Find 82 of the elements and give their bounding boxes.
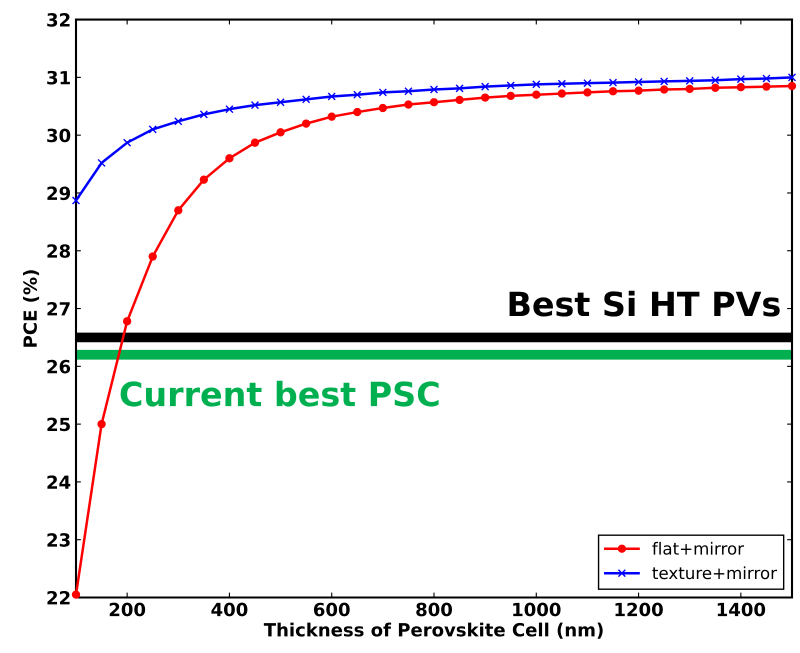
point [634,86,643,95]
y-tick-label: 27 [47,302,70,316]
point [225,154,234,162]
point [200,110,208,119]
point [506,92,515,100]
point [660,85,668,94]
point [455,96,464,104]
point [122,138,132,147]
x-tick-label: 1400 [718,602,766,616]
point [608,87,618,96]
y-tick-label: 26 [47,360,70,374]
point [328,92,336,101]
point [711,84,720,92]
y-tick-label: 28 [47,244,70,258]
point [506,81,515,90]
point [762,74,771,83]
point [378,88,388,97]
y-tick-label: 25 [47,418,70,432]
y-tick-label: 32 [47,13,70,27]
point [686,76,694,86]
point [430,85,438,94]
point [225,105,234,114]
point [250,100,260,110]
point [532,90,540,99]
point [174,206,182,214]
legend-label: texture+mirror [652,566,777,580]
point [97,158,106,168]
y-tick-label: 29 [47,186,70,200]
point [404,87,413,96]
point [480,93,490,102]
point [378,104,388,112]
point [72,590,80,599]
point [250,138,260,147]
x-tick-label: 200 [110,602,146,616]
point [736,74,746,84]
legend-label: flat+mirror [652,542,744,555]
point [174,117,182,126]
point [328,112,336,121]
point [660,77,668,86]
y-tick-label: 22 [47,590,70,604]
point [276,128,285,136]
point [583,88,592,97]
y-tick-label: 23 [47,533,70,547]
ref-line-label: Best Si HT PVs [510,290,780,317]
point [97,420,106,428]
point [353,90,362,99]
point [302,119,310,128]
point [353,108,362,116]
point [711,76,720,84]
point [430,98,438,106]
x-tick-label: 1000 [513,602,561,616]
point [480,82,490,91]
point [404,100,413,109]
point [736,83,746,92]
point [455,84,464,93]
point [558,89,566,98]
ref-line-label: Current best PSC [120,380,439,407]
point [148,252,157,261]
point [608,78,618,87]
y-axis-title: PCE (%) [23,270,40,347]
x-tick-label: 800 [416,602,452,616]
point [122,317,132,326]
point [788,73,796,82]
point [276,98,285,106]
point [72,196,80,205]
x-axis-title: Thickness of Perovskite Cell (nm) [264,622,603,639]
point [558,80,566,88]
point [583,78,592,88]
y-tick-label: 31 [47,70,70,84]
y-tick-label: 30 [47,128,70,142]
x-tick-label: 1200 [615,602,663,616]
point [200,176,208,184]
point [532,80,540,88]
point [762,82,771,91]
point [634,78,643,86]
point [302,95,310,104]
point [148,125,157,134]
point [686,84,694,94]
x-tick-label: 400 [211,602,248,616]
y-tick-label: 24 [47,475,70,489]
point [788,82,796,90]
x-tick-label: 600 [314,602,350,616]
